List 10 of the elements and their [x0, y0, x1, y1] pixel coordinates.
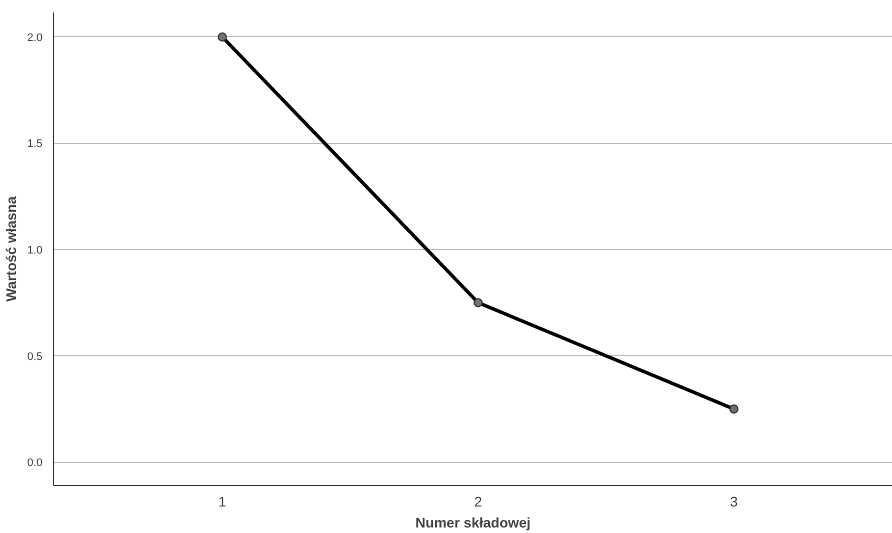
y-axis-title: Wartość własna	[3, 196, 20, 302]
y-tick-label: 0.0	[27, 457, 43, 470]
y-tick-label: 1.0	[27, 244, 43, 257]
x-axis-title: Numer składowej	[415, 514, 531, 530]
y-tick-label: 1.5	[27, 138, 43, 150]
x-tick-label: 1	[218, 494, 226, 510]
x-tick-label: 3	[730, 494, 738, 510]
x-tick-label: 2	[474, 494, 482, 510]
y-tick-label: 2.0	[27, 32, 43, 44]
y-tick-label: 0.5	[27, 350, 43, 363]
